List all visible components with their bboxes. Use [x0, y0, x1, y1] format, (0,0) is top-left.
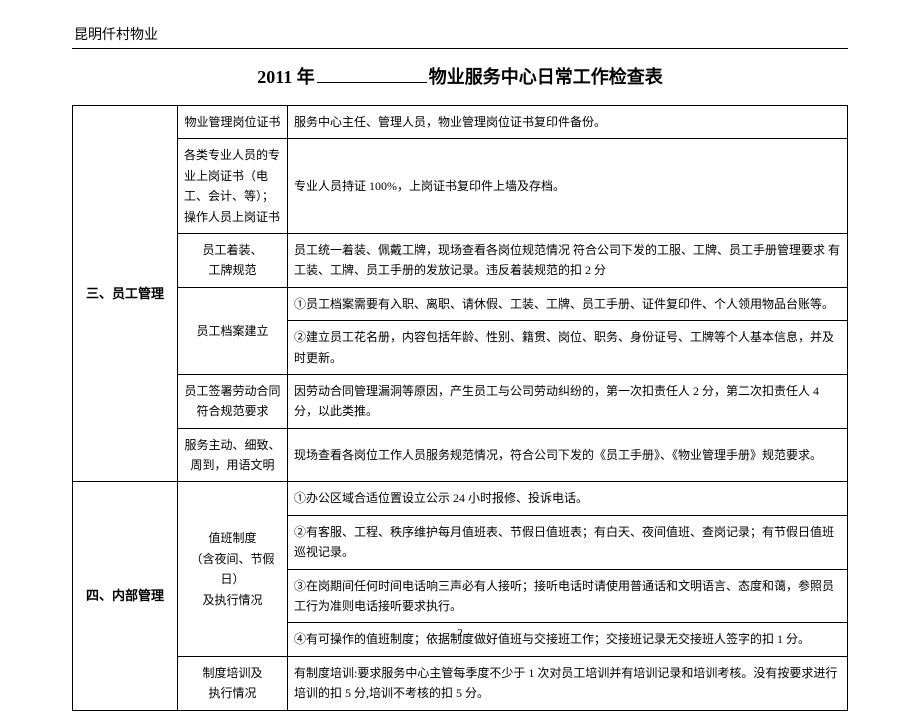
item-cell: 员工档案建立 [178, 287, 288, 374]
desc-cell: 因劳动合同管理漏洞等原因，产生员工与公司劳动纠纷的，第一次扣责任人 2 分，第二… [288, 374, 848, 428]
desc-cell: 员工统一着装、佩戴工牌，现场查看各岗位规范情况 符合公司下发的工服、工牌、员工手… [288, 233, 848, 287]
section-4-label: 四、内部管理 [73, 482, 178, 710]
desc-cell: ②有客服、工程、秩序维护每月值班表、节假日值班表；有白天、夜间值班、查岗记录；有… [288, 515, 848, 569]
title-blank [317, 65, 427, 83]
title-suffix: 物业服务中心日常工作检查表 [429, 67, 663, 87]
table-row: 制度培训及 执行情况 有制度培训:要求服务中心主管每季度不少于 1 次对员工培训… [73, 656, 848, 710]
inspection-table: 三、员工管理 物业管理岗位证书 服务中心主任、管理人员，物业管理岗位证书复印件备… [72, 105, 848, 711]
table-row: 四、内部管理 值班制度 （含夜间、节假日） 及执行情况 ①办公区域合适位置设立公… [73, 482, 848, 515]
desc-cell: 现场查看各岗位工作人员服务规范情况，符合公司下发的《员工手册》、《物业管理手册》… [288, 428, 848, 482]
company-header: 昆明仟村物业 [72, 24, 848, 49]
desc-cell: 服务中心主任、管理人员，物业管理岗位证书复印件备份。 [288, 106, 848, 139]
item-cell: 服务主动、细致、周到，用语文明 [178, 428, 288, 482]
table-row: 员工签署劳动合同符合规范要求 因劳动合同管理漏洞等原因，产生员工与公司劳动纠纷的… [73, 374, 848, 428]
section-3-label: 三、员工管理 [73, 106, 178, 482]
item-cell: 制度培训及 执行情况 [178, 656, 288, 710]
desc-cell: ④有可操作的值班制度；依据制度做好值班与交接班工作；交接班记录无交接班人签字的扣… [288, 623, 848, 656]
desc-cell: 有制度培训:要求服务中心主管每季度不少于 1 次对员工培训并有培训记录和培训考核… [288, 656, 848, 710]
item-cell: 物业管理岗位证书 [178, 106, 288, 139]
desc-cell: 专业人员持证 100%，上岗证书复印件上墙及存档。 [288, 139, 848, 234]
desc-cell: ②建立员工花名册，内容包括年龄、性别、籍贯、岗位、职务、身份证号、工牌等个人基本… [288, 321, 848, 375]
title-year: 2011 年 [257, 67, 315, 87]
table-row: 服务主动、细致、周到，用语文明 现场查看各岗位工作人员服务规范情况，符合公司下发… [73, 428, 848, 482]
desc-cell: ①办公区域合适位置设立公示 24 小时报修、投诉电话。 [288, 482, 848, 515]
item-cell: 员工着装、 工牌规范 [178, 233, 288, 287]
table-row: 三、员工管理 物业管理岗位证书 服务中心主任、管理人员，物业管理岗位证书复印件备… [73, 106, 848, 139]
item-cell: 员工签署劳动合同符合规范要求 [178, 374, 288, 428]
document-title: 2011 年 物业服务中心日常工作检查表 [72, 63, 848, 89]
desc-cell: ①员工档案需要有入职、离职、请休假、工装、工牌、员工手册、证件复印件、个人领用物… [288, 287, 848, 320]
table-row: 各类专业人员的专业上岗证书（电工、会计、等）；操作人员上岗证书 专业人员持证 1… [73, 139, 848, 234]
item-cell: 值班制度 （含夜间、节假日） 及执行情况 [178, 482, 288, 656]
item-cell: 各类专业人员的专业上岗证书（电工、会计、等）；操作人员上岗证书 [178, 139, 288, 234]
page-number: 2 [457, 627, 463, 639]
desc-cell: ③在岗期间任何时间电话响三声必有人接听；接听电话时请使用普通话和文明语言、态度和… [288, 569, 848, 623]
table-row: 员工着装、 工牌规范 员工统一着装、佩戴工牌，现场查看各岗位规范情况 符合公司下… [73, 233, 848, 287]
table-row: 员工档案建立 ①员工档案需要有入职、离职、请休假、工装、工牌、员工手册、证件复印… [73, 287, 848, 320]
